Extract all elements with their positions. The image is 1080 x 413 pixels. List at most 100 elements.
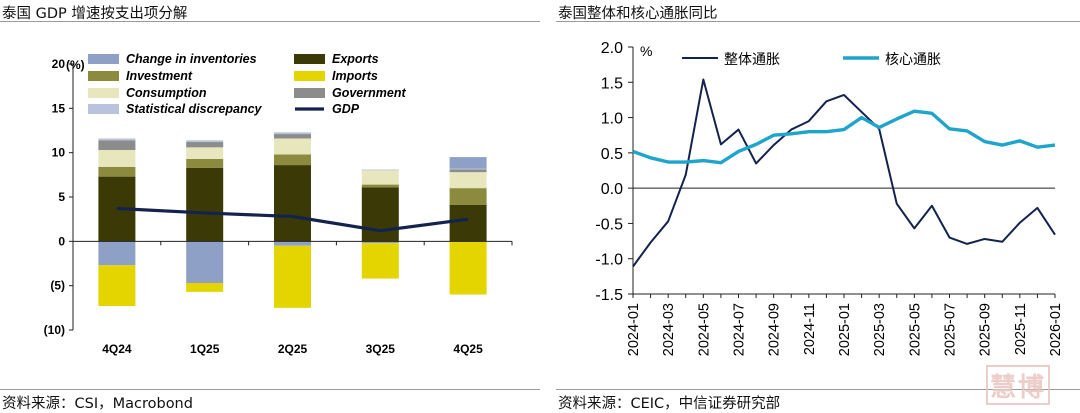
source-rule	[0, 389, 540, 390]
y-tick-label: 10	[52, 146, 66, 160]
y-tick-label: 1.0	[601, 111, 623, 128]
title-rule	[556, 21, 1080, 22]
legend-label-consumption: Consumption	[126, 86, 207, 100]
bar-change-in-inventories	[98, 241, 136, 266]
x-tick-label: 2026-01	[1048, 303, 1064, 356]
inflation-panel: 泰国整体和核心通胀同比 -1.5 -1.0 -0.5 0.0 0.5 1.0 1.5 2.0%…	[556, 0, 1080, 413]
legend-item-core: 核心通胀	[843, 52, 941, 68]
y-unit-label: (%)	[66, 58, 85, 72]
series-line-headline	[632, 78, 1056, 268]
legend-swatch-change-in-inventories	[88, 54, 119, 64]
x-tick-label: 2025-07	[943, 303, 959, 356]
y-tick-label: (5)	[50, 279, 65, 293]
bar-change-in-inventories	[186, 241, 224, 284]
legend-label: 核心通胀	[885, 52, 941, 68]
legend-swatch-consumption	[88, 88, 119, 98]
x-tick-label: 2025-03	[872, 303, 888, 356]
legend-item-imports: Imports	[294, 69, 378, 83]
bar-investment	[186, 158, 224, 168]
legend-label-change-in-inventories: Change in inventories	[126, 52, 257, 66]
legend-swatch-government	[294, 88, 325, 98]
legend-label-statistical-discrepancy: Statistical discrepancy	[126, 102, 263, 116]
bar-change-in-inventories	[274, 241, 311, 246]
x-tick-label: 4Q25	[453, 342, 483, 356]
y-tick-label: 20	[52, 57, 66, 71]
bar-investment	[274, 154, 311, 166]
legend-item-gdp: GDP	[295, 102, 360, 116]
x-tick-label: 2024-09	[767, 303, 783, 356]
bar-investment	[361, 184, 399, 188]
bar-statistical-discrepancy	[361, 169, 399, 171]
legend-swatch-imports	[294, 71, 325, 81]
bar-exports	[274, 165, 311, 242]
bar-investment	[449, 188, 487, 205]
bar-exports	[186, 167, 224, 242]
bar-consumption	[361, 170, 399, 185]
x-tick-label: 2024-11	[802, 303, 818, 355]
bar-statistical-discrepancy	[186, 140, 224, 143]
legend-label-exports: Exports	[332, 52, 379, 66]
legend-label-gdp: GDP	[332, 102, 360, 116]
legend-item-government: Government	[294, 86, 406, 100]
y-tick-label: 0.5	[601, 146, 623, 163]
watermark-stamp: 慧博	[986, 365, 1050, 405]
x-tick-label: 2024-01	[626, 303, 642, 356]
legend-label-government: Government	[332, 86, 406, 100]
source-rule	[556, 389, 1080, 390]
legend-item-consumption: Consumption	[88, 86, 207, 100]
x-tick-label: 2025-11	[1013, 303, 1029, 355]
x-tick-label: 2024-05	[696, 303, 712, 356]
y-tick-label: 15	[52, 101, 66, 115]
gdp-decomposition-panel: 泰国 GDP 增速按支出项分解 (10) (5) 0 5 10 15 20 (%) 4Q24 1Q…	[0, 6, 540, 412]
x-tick-label: 2Q25	[278, 342, 308, 356]
bar-consumption	[186, 147, 224, 159]
legend-item-change-in-inventories: Change in inventories	[88, 52, 257, 66]
y-tick-label: 5	[58, 190, 65, 204]
legend-label-imports: Imports	[332, 69, 378, 83]
x-tick-label: 4Q24	[102, 342, 132, 356]
x-tick-label: 2025-01	[837, 303, 853, 356]
y-tick-label: -0.5	[595, 216, 623, 233]
bar-imports	[361, 243, 399, 279]
x-tick-label: 2025-05	[907, 303, 923, 356]
bar-imports	[449, 241, 487, 295]
series-line-core	[632, 109, 1056, 165]
left-chart-title: 泰国 GDP 增速按支出项分解	[2, 6, 188, 22]
x-tick-label: 1Q25	[190, 342, 220, 356]
y-tick-label: 1.5	[601, 75, 623, 92]
y-tick-label: 0	[58, 234, 65, 248]
y-tick-label: (10)	[44, 323, 65, 337]
legend-item-exports: Exports	[294, 52, 379, 66]
gdp-stacked-bar-chart: (10) (5) 0 5 10 15 20 (%) 4Q24 1Q25 2Q25 3Q25 4Q25 Ch…	[44, 52, 513, 356]
bar-government	[449, 169, 487, 173]
legend-label-investment: Investment	[126, 69, 193, 83]
bar-change-in-inventories	[361, 241, 399, 244]
bar-change-in-inventories	[449, 157, 487, 169]
bar-investment	[98, 166, 136, 177]
legend-swatch-exports	[294, 54, 325, 64]
bar-statistical-discrepancy	[274, 132, 311, 135]
bar-statistical-discrepancy	[449, 168, 487, 170]
bar-imports	[274, 245, 311, 308]
y-unit-label: %	[640, 43, 652, 59]
title-rule	[0, 21, 540, 22]
x-tick-label: 2025-09	[978, 303, 994, 356]
bar-consumption	[98, 150, 136, 167]
y-tick-label: -1.5	[595, 287, 623, 304]
y-tick-label: 0.0	[601, 181, 623, 198]
legend-item-headline: 整体通胀	[682, 52, 780, 68]
legend-swatch-investment	[88, 71, 119, 81]
legend-item-statistical-discrepancy: Statistical discrepancy	[88, 102, 263, 116]
bar-government	[186, 142, 224, 148]
y-tick-label: -1.0	[595, 252, 623, 269]
inflation-line-chart: -1.5 -1.0 -0.5 0.0 0.5 1.0 1.5 2.0 % 2024-01 2024-…	[595, 40, 1064, 356]
bar-government	[274, 134, 311, 139]
bar-consumption	[274, 138, 311, 155]
bar-imports	[186, 283, 224, 292]
left-source-note: 资料来源：CSI，Macrobond	[2, 396, 193, 412]
bar-imports	[98, 265, 136, 307]
bar-exports	[361, 187, 399, 242]
bar-consumption	[449, 172, 487, 189]
x-tick-label: 2024-03	[661, 303, 677, 356]
bar-government	[98, 140, 136, 151]
